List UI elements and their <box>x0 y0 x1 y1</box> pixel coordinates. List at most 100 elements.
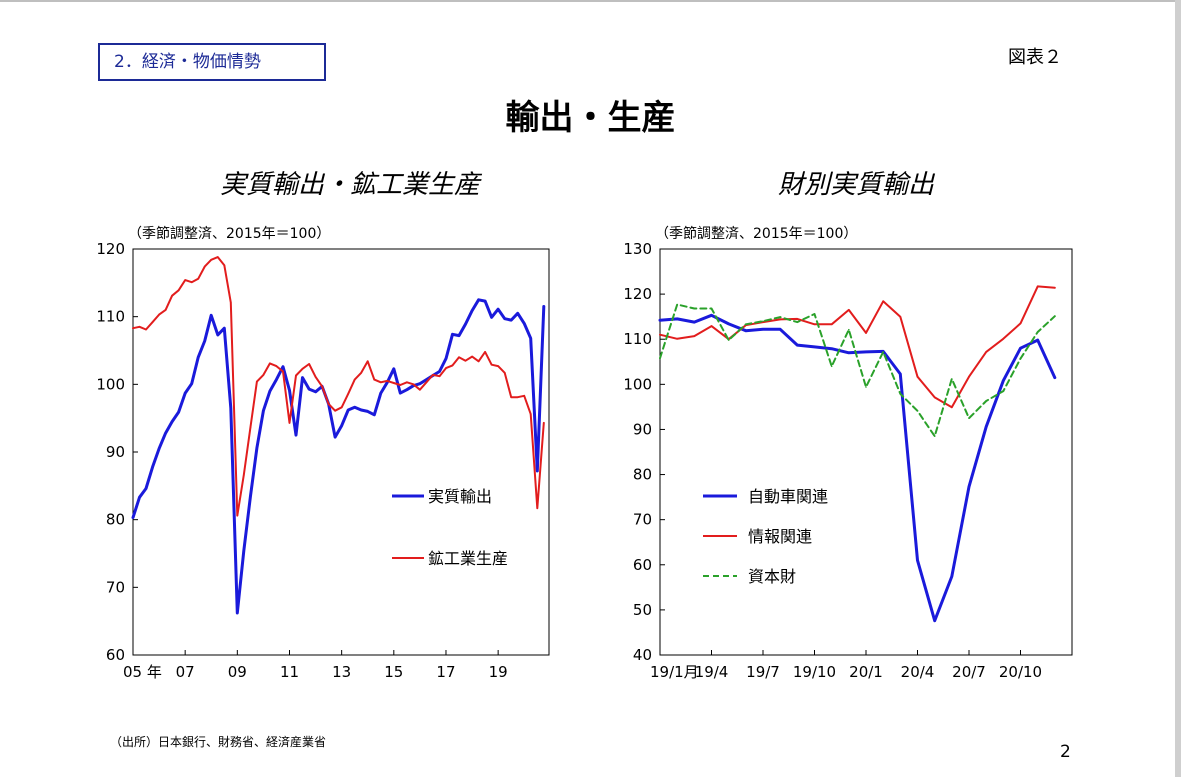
data-point <box>916 410 919 412</box>
data-point <box>256 380 258 383</box>
source-note: （出所）日本銀行、財務省、経済産業省 <box>110 735 327 749</box>
data-point <box>190 281 193 284</box>
data-point <box>951 378 953 380</box>
data-point <box>210 259 212 261</box>
window-top-edge <box>0 0 1181 2</box>
data-point <box>230 407 232 409</box>
data-point <box>256 447 258 449</box>
data-point <box>693 335 696 337</box>
data-point <box>484 351 486 353</box>
data-point <box>432 374 434 376</box>
data-point <box>745 329 747 332</box>
data-point <box>933 396 936 399</box>
data-point <box>301 376 304 379</box>
data-point <box>536 470 539 472</box>
data-point <box>848 352 850 354</box>
data-point <box>916 559 919 562</box>
data-point <box>308 363 310 365</box>
data-point <box>158 313 160 316</box>
data-point <box>301 368 304 370</box>
data-point <box>813 313 816 315</box>
data-point <box>164 309 167 311</box>
data-point <box>710 325 713 327</box>
data-point <box>451 333 454 336</box>
data-point <box>288 389 291 392</box>
data-point <box>1054 287 1056 289</box>
data-point <box>197 278 199 280</box>
y-tick-label: 60 <box>633 556 652 574</box>
data-point <box>458 356 460 359</box>
y-tick-label: 100 <box>623 375 652 393</box>
data-point <box>151 466 154 468</box>
legend-label: 情報関連 <box>748 527 812 546</box>
data-point <box>184 279 186 281</box>
data-point <box>830 347 833 350</box>
data-point <box>813 323 816 326</box>
data-point <box>968 485 970 488</box>
legend-label: 実質輸出 <box>428 487 492 506</box>
x-tick-label: 19/7 <box>746 663 780 681</box>
data-point <box>393 368 395 370</box>
data-point <box>933 619 936 622</box>
left-chart-title: 実質輸出・鉱工業生産 <box>220 170 481 200</box>
x-tick-label: 19/1月 <box>650 663 699 681</box>
data-point <box>882 300 884 303</box>
data-point <box>243 474 245 476</box>
data-point <box>353 406 356 409</box>
data-point <box>968 375 970 378</box>
x-tick-label: 20/4 <box>901 663 935 681</box>
data-point <box>275 378 278 381</box>
data-point <box>471 309 473 312</box>
figure-label: 図表２ <box>1008 47 1062 68</box>
data-point <box>676 303 678 306</box>
y-tick-label: 80 <box>633 466 652 484</box>
data-point <box>366 410 369 413</box>
data-point <box>659 333 661 336</box>
data-point <box>779 316 781 318</box>
data-point <box>516 312 519 315</box>
data-point <box>985 351 987 353</box>
data-point <box>796 318 799 320</box>
y-tick-label: 120 <box>623 285 652 303</box>
y-tick-label: 80 <box>106 511 125 529</box>
data-point <box>314 376 317 378</box>
data-point <box>269 362 271 365</box>
data-point <box>399 392 402 394</box>
data-point <box>543 422 545 424</box>
data-point <box>171 294 173 297</box>
data-point <box>282 365 284 368</box>
data-point <box>745 323 747 326</box>
data-point <box>210 314 212 317</box>
data-point <box>393 382 395 384</box>
data-point <box>158 447 160 450</box>
data-point <box>951 575 953 578</box>
x-tick-label: 09 <box>228 663 247 681</box>
y-tick-label: 120 <box>96 240 125 258</box>
data-point <box>779 328 781 331</box>
data-point <box>269 390 271 392</box>
data-point <box>882 351 884 353</box>
data-point <box>676 338 678 340</box>
data-point <box>138 326 141 328</box>
data-point <box>366 360 369 363</box>
data-point <box>516 396 519 399</box>
data-point <box>1036 339 1039 341</box>
data-point <box>813 346 816 348</box>
data-point <box>676 318 678 320</box>
data-point <box>373 414 376 416</box>
data-point <box>916 375 919 378</box>
data-point <box>380 381 382 384</box>
data-point <box>184 392 186 394</box>
data-point <box>710 307 713 310</box>
data-point <box>529 413 532 415</box>
data-point <box>796 344 799 346</box>
data-point <box>275 365 278 367</box>
data-point <box>151 321 154 323</box>
data-point <box>899 393 902 395</box>
data-point <box>865 351 867 353</box>
legend-label: 鉱工業生産 <box>428 549 508 568</box>
data-point <box>321 385 323 388</box>
series-line <box>132 256 545 517</box>
